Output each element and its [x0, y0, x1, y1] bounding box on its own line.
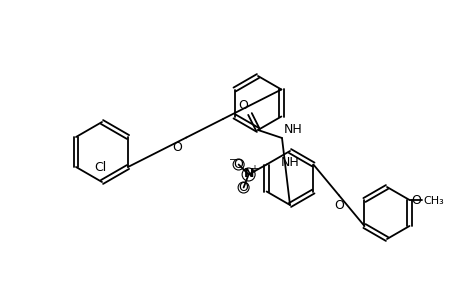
Text: N: N	[243, 167, 253, 180]
Text: +: +	[249, 164, 257, 175]
Text: NH: NH	[280, 156, 299, 169]
Text: O: O	[172, 140, 182, 154]
Text: O: O	[411, 194, 420, 208]
Text: O: O	[333, 199, 343, 212]
Text: O: O	[238, 181, 248, 194]
Text: O: O	[233, 158, 243, 171]
Text: O: O	[238, 99, 247, 112]
Text: CH₃: CH₃	[423, 196, 443, 206]
Text: Cl: Cl	[94, 161, 106, 174]
Text: NH: NH	[283, 123, 302, 136]
Text: −: −	[228, 155, 236, 166]
